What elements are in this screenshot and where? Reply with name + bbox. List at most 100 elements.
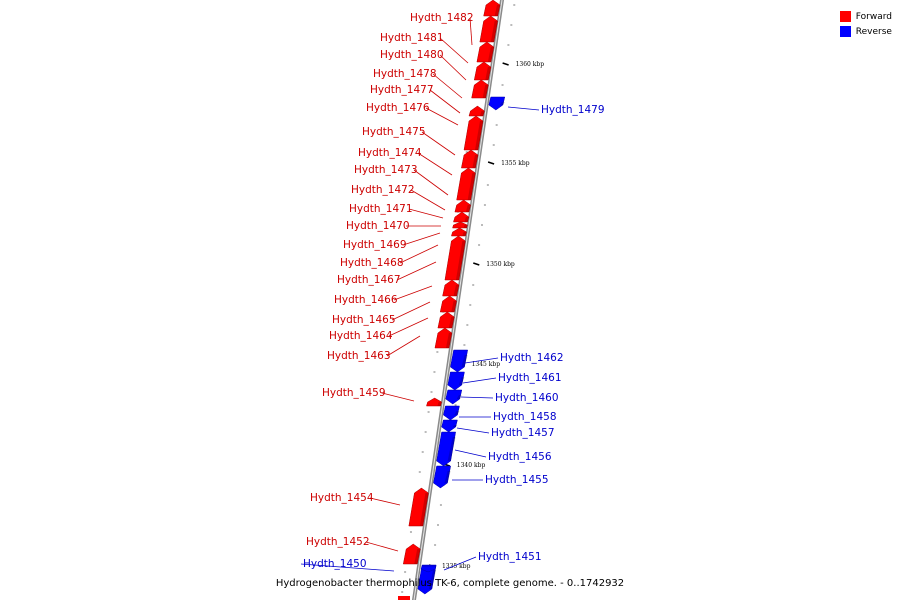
gene-shade <box>445 333 452 348</box>
gene-label[interactable]: Hydth_1462 <box>500 352 564 364</box>
gene-leader-line <box>391 301 431 321</box>
gene-feature[interactable] <box>417 564 437 595</box>
gene-shade <box>419 493 429 526</box>
gene-label[interactable]: Hydth_1478 <box>373 68 437 80</box>
gene-shade <box>455 241 466 280</box>
tick-label: 1355 kbp <box>501 160 530 167</box>
gene-leader-line <box>410 189 446 211</box>
gene-label[interactable]: Hydth_1459 <box>322 387 386 399</box>
gene-shade <box>456 395 462 399</box>
kbp-tick: 1355 kbp <box>487 160 530 167</box>
gene-label[interactable]: Hydth_1454 <box>310 492 374 504</box>
gene-label[interactable]: Hydth_1481 <box>380 32 444 44</box>
gene-label[interactable]: Hydth_1476 <box>366 102 430 114</box>
gene-feature[interactable] <box>434 327 453 349</box>
gene-label[interactable]: Hydth_1456 <box>488 451 552 463</box>
gene-shade <box>479 111 485 116</box>
tick-mark <box>487 161 495 165</box>
gene-shade <box>462 232 467 236</box>
gene-shade <box>448 317 455 328</box>
gene-leader-line <box>381 392 415 402</box>
legend-forward: Forward <box>839 9 892 24</box>
forward-swatch <box>839 11 851 22</box>
gene-feature-partial <box>398 596 410 600</box>
gene-shade <box>447 437 456 461</box>
gene-feature[interactable] <box>450 349 468 373</box>
gene-shade <box>485 67 491 80</box>
gene-label[interactable]: Hydth_1455 <box>485 474 549 486</box>
gene-leader-line <box>413 169 449 196</box>
gene-feature[interactable] <box>443 405 460 421</box>
gene-feature[interactable] <box>426 397 442 407</box>
gene-label[interactable]: Hydth_1474 <box>358 147 422 159</box>
gene-label[interactable]: Hydth_1477 <box>370 84 434 96</box>
gene-feature[interactable] <box>447 371 465 391</box>
gene-feature[interactable] <box>488 96 506 111</box>
kbp-tick: 1360 kbp <box>502 61 545 68</box>
gene-label[interactable]: Hydth_1471 <box>349 203 413 215</box>
tick-mark <box>502 62 509 66</box>
gene-leader-line <box>456 427 490 434</box>
gene-feature[interactable] <box>441 419 458 433</box>
gene-label[interactable]: Hydth_1475 <box>362 126 426 138</box>
gene-feature[interactable] <box>445 389 463 405</box>
gene-label[interactable]: Hydth_1451 <box>478 551 542 563</box>
gene-label[interactable]: Hydth_1470 <box>346 220 410 232</box>
gene-leader-line <box>408 208 444 219</box>
gene-shade <box>487 47 494 62</box>
gene-leader-line <box>432 73 463 99</box>
tick-label: 1360 kbp <box>516 61 545 68</box>
gene-shade <box>414 549 421 564</box>
gene-shade <box>499 102 505 105</box>
gene-label[interactable]: Hydth_1467 <box>337 274 401 286</box>
gene-label[interactable]: Hydth_1472 <box>351 184 415 196</box>
gene-shade <box>490 21 498 42</box>
gene-shade <box>453 285 459 296</box>
gene-leader-line <box>454 449 487 458</box>
gene-feature[interactable] <box>408 487 429 527</box>
gene-label[interactable]: Hydth_1465 <box>332 314 396 326</box>
gene-shade <box>467 173 476 200</box>
gene-label[interactable]: Hydth_1460 <box>495 392 559 404</box>
gene-shade <box>465 205 471 212</box>
gene-shade <box>428 570 437 589</box>
gene-leader-line <box>507 106 540 111</box>
gene-feature[interactable] <box>433 465 451 489</box>
tick-label: 1335 kbp <box>442 563 471 570</box>
gene-feature[interactable] <box>471 79 489 99</box>
genome-axis <box>412 0 504 600</box>
gene-shade <box>444 471 451 483</box>
tick-label: 1345 kbp <box>472 361 501 368</box>
kbp-ticks: 1360 kbp 1355 kbp 1350 kbp 1345 kbp 1340 kbp… <box>401 4 545 593</box>
gene-label[interactable]: Hydth_1482 <box>410 12 474 24</box>
gene-leader-line <box>402 232 441 246</box>
gene-label[interactable]: Hydth_1458 <box>493 411 557 423</box>
gene-shade <box>482 85 489 98</box>
gene-label[interactable]: Hydth_1452 <box>306 536 370 548</box>
gene-leader-line <box>396 261 437 281</box>
gene-label[interactable]: Hydth_1463 <box>327 350 391 362</box>
gene-labels: Hydth_1482 Hydth_1481 Hydth_1480 Hydth_1478… <box>300 12 605 572</box>
gene-leader-line <box>421 131 456 156</box>
gene-shade <box>464 217 469 222</box>
gene-shade <box>452 425 458 427</box>
gene-label[interactable]: Hydth_1466 <box>334 294 398 306</box>
gene-label[interactable]: Hydth_1464 <box>329 330 393 342</box>
gene-label[interactable]: Hydth_1450 <box>303 558 367 570</box>
gene-label[interactable]: Hydth_1457 <box>491 427 555 439</box>
gene-label[interactable]: Hydth_1480 <box>380 49 444 61</box>
gene-label[interactable]: Hydth_1469 <box>343 239 407 251</box>
gene-label[interactable]: Hydth_1473 <box>354 164 418 176</box>
gene-feature[interactable] <box>402 543 421 565</box>
gene-feature[interactable] <box>420 565 437 573</box>
gene-feature[interactable] <box>436 431 456 467</box>
gene-shade <box>454 411 460 415</box>
gene-leader-line <box>386 335 421 357</box>
gene-label[interactable]: Hydth_1461 <box>498 372 562 384</box>
tick-label: 1340 kbp <box>457 462 486 469</box>
gene-shade <box>437 402 442 406</box>
gene-label[interactable]: Hydth_1479 <box>541 104 605 116</box>
gene-label[interactable]: Hydth_1468 <box>340 257 404 269</box>
gene-leader-line <box>460 396 494 399</box>
